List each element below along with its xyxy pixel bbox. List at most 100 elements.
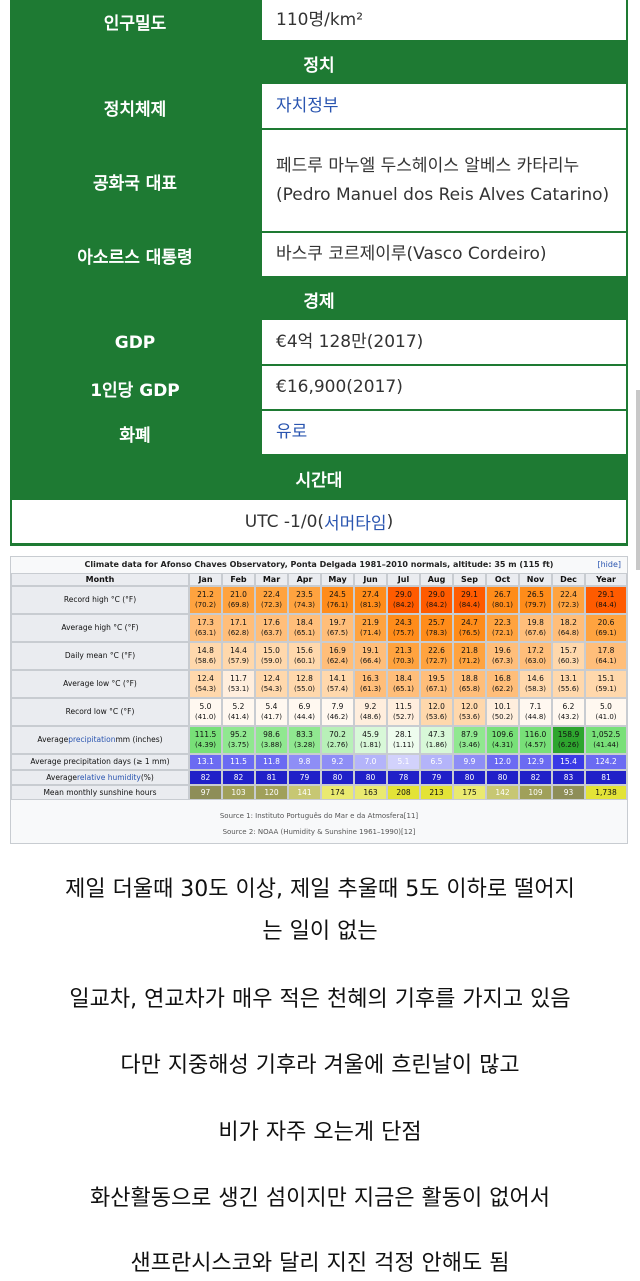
cell-sub-value: (55.0): [293, 685, 316, 693]
cell-value: 142: [495, 787, 510, 797]
cell-value: 12.4: [197, 674, 214, 683]
cell-sub-value: (53.6): [425, 713, 448, 721]
cell-value: 111.5: [194, 730, 217, 739]
cell-value: 21.2: [197, 590, 214, 599]
cell-value: 24.3: [395, 618, 412, 627]
azores-president-value: 바스쿠 코르제이루(Vasco Cordeiro): [262, 233, 626, 276]
cell-value: 12.0: [428, 702, 445, 711]
climate-cell: 10.1 (50.2): [486, 698, 519, 726]
climate-cell: 97: [189, 785, 222, 800]
climate-source-1[interactable]: Source 1: Instituto Português do Mar e d…: [219, 812, 419, 820]
cell-value: 21.3: [395, 646, 412, 655]
header-jul: Jul: [387, 573, 420, 586]
climate-cell: 25.7 (78.3): [420, 614, 453, 642]
currency-link[interactable]: 유로: [262, 411, 626, 454]
cell-sub-value: (81.3): [359, 601, 382, 609]
cell-value: 47.3: [428, 730, 445, 739]
header-month: Month: [11, 573, 189, 586]
row-label-link[interactable]: relative humidity: [77, 772, 141, 782]
cell-value: 14.8: [197, 646, 214, 655]
climate-cell: 24.3 (75.7): [387, 614, 420, 642]
row-label: Record high °C (°F): [11, 586, 189, 614]
climate-cell: 16.9 (62.4): [321, 642, 354, 670]
cell-value: 11.5: [395, 702, 412, 711]
climate-cell: 26.7 (80.1): [486, 586, 519, 614]
section-timezone: 시간대: [295, 470, 343, 491]
scrollbar[interactable]: [636, 390, 640, 570]
cell-sub-value: (1.11): [392, 741, 415, 749]
summer-time-link[interactable]: 서머타임: [324, 514, 387, 534]
cell-sub-value: (4.57): [524, 741, 547, 749]
cell-sub-value: (67.5): [326, 629, 349, 637]
cell-value: 21.8: [461, 646, 478, 655]
climate-cell: 20.6 (69.1): [585, 614, 627, 642]
climate-cell: 80: [453, 770, 486, 785]
cell-value: 22.6: [428, 646, 445, 655]
climate-cell: 12.8 (55.0): [288, 670, 321, 698]
header-jun: Jun: [354, 573, 387, 586]
cell-sub-value: (54.3): [260, 685, 283, 693]
header-dec: Dec: [552, 573, 585, 586]
cell-sub-value: (63.7): [260, 629, 283, 637]
row-label: Average precipitation days (≥ 1 mm): [11, 754, 189, 770]
cell-sub-value: (53.1): [227, 685, 250, 693]
cell-value: 120: [264, 787, 279, 797]
cell-sub-value: (74.3): [293, 601, 316, 609]
cell-sub-value: (62.4): [326, 657, 349, 665]
cell-value: 97: [200, 787, 211, 797]
cell-value: 17.8: [597, 646, 615, 655]
text-line-1: 제일 더울때 30도 이상, 제일 추울때 5도 이하로 떨어지: [65, 877, 575, 902]
climate-cell: 14.6 (58.3): [519, 670, 552, 698]
cell-value: 21.9: [362, 618, 379, 627]
cell-value: 19.8: [527, 618, 544, 627]
climate-cell: 7.9 (46.2): [321, 698, 354, 726]
infobox: 인구밀도 110명/km² 정치 정치체제 자치정부 공화국 대표 페드루 마누…: [10, 0, 628, 546]
row-label-link[interactable]: precipitation: [68, 735, 116, 744]
hide-link[interactable]: [hide]: [597, 560, 621, 569]
cell-sub-value: (54.3): [194, 685, 217, 693]
republic-representative-label: 공화국 대표: [92, 174, 178, 194]
climate-cell: 120: [255, 785, 288, 800]
climate-cell: 12.9: [519, 754, 552, 770]
cell-sub-value: (72.1): [491, 629, 514, 637]
cell-sub-value: (62.2): [491, 685, 514, 693]
climate-cell: 1,052.5 (41.44): [585, 726, 627, 754]
infobox-row-population-density: 인구밀도 110명/km²: [10, 0, 628, 42]
cell-value: 11.8: [263, 757, 280, 766]
cell-value: 1,052.5: [591, 730, 621, 739]
climate-source-2[interactable]: Source 2: NOAA (Humidity & Sunshine 1961…: [222, 828, 416, 836]
cell-sub-value: (59.1): [595, 685, 617, 693]
cell-value: 24.7: [461, 618, 478, 627]
climate-cell: 22.3 (72.1): [486, 614, 519, 642]
climate-cell: 18.4 (65.1): [288, 614, 321, 642]
cell-value: 15.6: [296, 646, 313, 655]
row-label-text: mm (inches): [115, 735, 163, 744]
climate-cell: 22.6 (72.7): [420, 642, 453, 670]
cell-value: 12.4: [263, 674, 280, 683]
cell-sub-value: (41.0): [595, 713, 617, 721]
cell-value: 45.9: [362, 730, 379, 739]
cell-sub-value: (62.8): [227, 629, 250, 637]
cell-value: 19.6: [494, 646, 511, 655]
climate-cell: 24.5 (76.1): [321, 586, 354, 614]
cell-value: 13.1: [197, 757, 214, 766]
cell-value: 29.1: [461, 590, 478, 599]
political-system-link[interactable]: 자치정부: [262, 84, 626, 128]
climate-cell: 163: [354, 785, 387, 800]
cell-sub-value: (60.3): [557, 657, 580, 665]
row-label: Average relative humidity (%): [11, 770, 189, 785]
row-label: Average precipitation mm (inches): [11, 726, 189, 754]
climate-cell: 6.5: [420, 754, 453, 770]
climate-cell: 29.0 (84.2): [387, 586, 420, 614]
population-density-label: 인구밀도: [103, 13, 167, 34]
cell-value: 27.4: [362, 590, 379, 599]
climate-cell: 80: [486, 770, 519, 785]
climate-cell: 45.9 (1.81): [354, 726, 387, 754]
cell-sub-value: (58.3): [524, 685, 547, 693]
cell-value: 7.9: [331, 702, 344, 711]
cell-value: 17.2: [527, 646, 544, 655]
cell-sub-value: (41.4): [227, 713, 250, 721]
cell-value: 15.4: [560, 757, 577, 766]
cell-value: 5.0: [199, 702, 212, 711]
climate-cell: 19.5 (67.1): [420, 670, 453, 698]
